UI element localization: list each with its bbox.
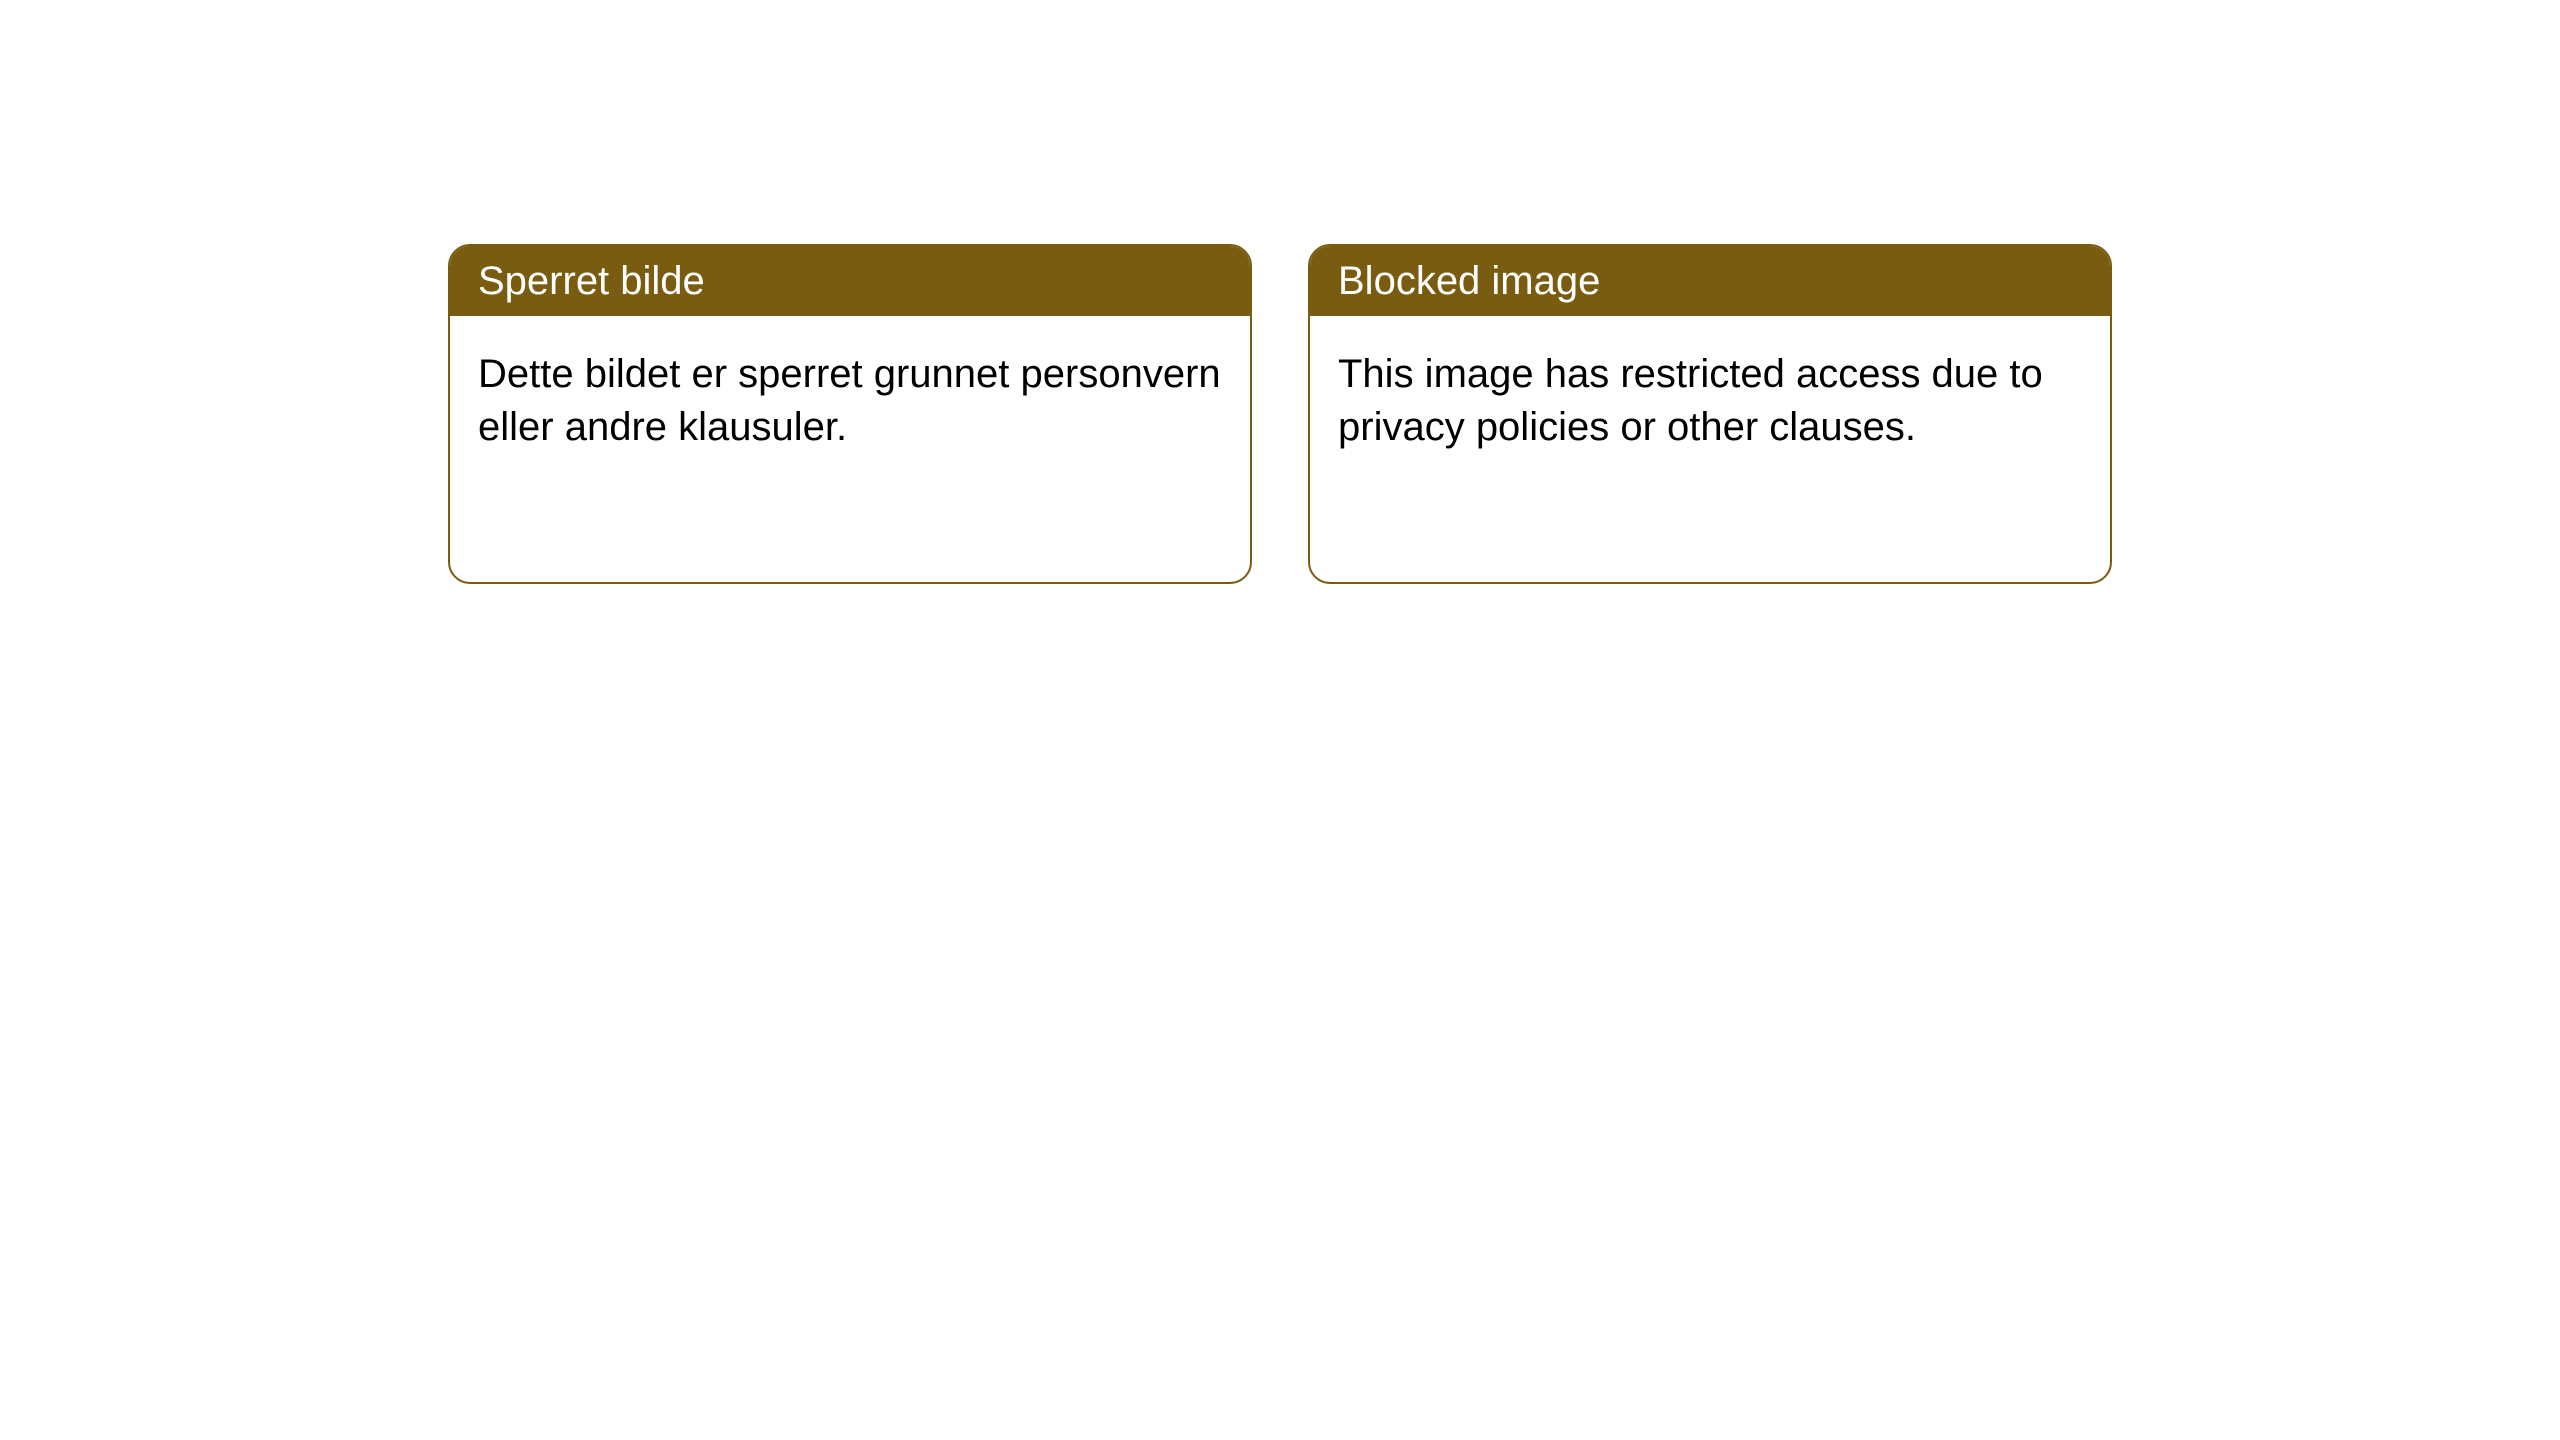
card-header: Blocked image (1310, 246, 2110, 316)
card-title: Sperret bilde (478, 259, 705, 303)
card-body-text: Dette bildet er sperret grunnet personve… (478, 352, 1221, 449)
blocked-image-card-no: Sperret bilde Dette bildet er sperret gr… (448, 244, 1252, 584)
card-header: Sperret bilde (450, 246, 1250, 316)
card-body-text: This image has restricted access due to … (1338, 352, 2043, 449)
card-title: Blocked image (1338, 259, 1600, 303)
card-body: Dette bildet er sperret grunnet personve… (450, 316, 1250, 486)
card-container: Sperret bilde Dette bildet er sperret gr… (0, 0, 2560, 584)
card-body: This image has restricted access due to … (1310, 316, 2110, 486)
blocked-image-card-en: Blocked image This image has restricted … (1308, 244, 2112, 584)
